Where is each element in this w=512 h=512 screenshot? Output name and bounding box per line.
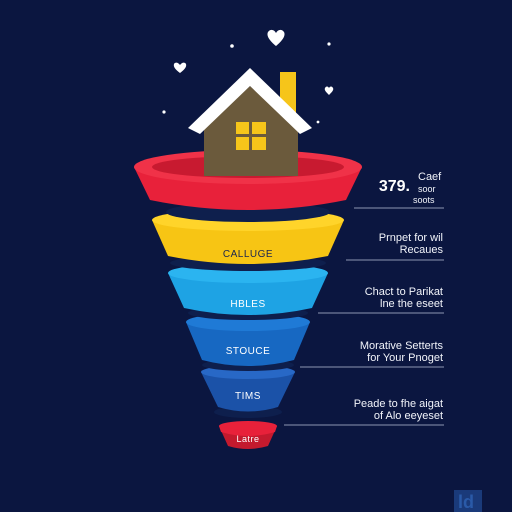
callout-text: Prnpet for wil xyxy=(379,232,443,244)
stage-label: STOUCE xyxy=(226,346,271,357)
heart-icon xyxy=(267,29,285,46)
house-icon xyxy=(188,68,312,176)
sparkle-icon xyxy=(316,120,320,124)
sparkles xyxy=(162,42,331,124)
stage-label: TIMS xyxy=(235,391,261,402)
callouts: 379. Caef soor soots Prnpet for wil Reca… xyxy=(284,171,444,426)
heart-icon xyxy=(173,62,187,73)
callout-1: 379. Caef soor soots xyxy=(354,171,444,209)
stage-light-blue: HBLES xyxy=(168,263,328,320)
sparkle-icon xyxy=(327,42,331,46)
callout-text: Chact to Parikat xyxy=(365,286,443,298)
stage-mid-blue: STOUCE xyxy=(186,313,310,371)
stage-red xyxy=(134,150,362,222)
callout-5: Peade to fhe aigat of Alo eeyeset xyxy=(284,398,444,426)
logo: ld xyxy=(454,490,482,512)
callout-text: of Alo eeyeset xyxy=(374,410,443,422)
callout-3: Chact to Parikat lne the eseet xyxy=(318,286,444,314)
stage-label: CALLUGE xyxy=(223,249,273,260)
callout-4: Morative Setterts for Your Pnoget xyxy=(300,340,444,368)
stage-dark-blue: TIMS xyxy=(201,365,295,418)
callout-text: for Your Pnoget xyxy=(367,352,443,364)
callout-text: soor xyxy=(418,184,436,194)
callout-2: Prnpet for wil Recaues xyxy=(346,232,444,261)
callout-text: Morative Setterts xyxy=(360,340,444,352)
callout-text: soots xyxy=(413,195,435,205)
sparkle-icon xyxy=(230,44,234,48)
stage-label: Latre xyxy=(236,434,259,444)
heart-icon xyxy=(324,86,334,95)
sparkle-icon xyxy=(162,110,166,114)
stage-label: HBLES xyxy=(230,299,265,310)
callout-text: lne the eseet xyxy=(380,298,443,310)
logo-text: ld xyxy=(458,492,474,512)
hearts xyxy=(173,29,334,95)
roof xyxy=(188,68,312,134)
callout-number: 379. xyxy=(379,178,410,195)
stage-bottom-red: Latre xyxy=(219,421,277,449)
callout-text: Recaues xyxy=(400,244,444,256)
callout-text: Caef xyxy=(418,171,442,183)
window xyxy=(236,122,266,150)
callout-text: Peade to fhe aigat xyxy=(354,398,443,410)
